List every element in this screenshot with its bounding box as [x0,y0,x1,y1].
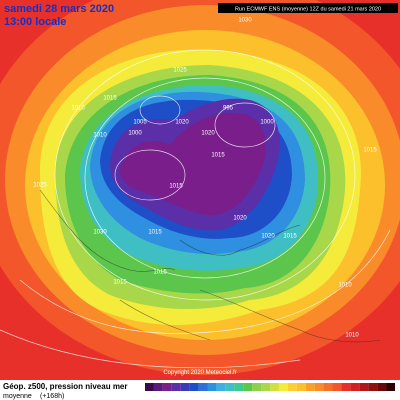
isobar-label: 1005 [133,120,147,126]
geopotential-field [0,0,400,380]
isobar-label: 1025 [173,68,187,74]
isobar-label: 1010 [93,133,107,139]
isobar-label: 1015 [211,153,225,159]
footer-title: Géop. z500, pression niveau mer [3,382,128,391]
scale-swatch [359,383,369,391]
scale-swatch [296,383,306,391]
scale-swatch [216,383,226,391]
isobar-label: 1030 [238,18,252,24]
scale-swatch [350,383,360,391]
scale-swatch [171,383,181,391]
isobar-label: 1020 [261,234,275,240]
forecast-time: 13:00 locale [4,16,66,28]
forecast-date: samedi 28 mars 2020 [4,3,114,15]
isobars [0,49,391,369]
scale-swatch [278,383,288,391]
footer-lead: (+168h) [40,393,64,400]
scale-swatch [207,383,217,391]
copyright: Copyright 2020 Meteociel.fr [163,370,236,376]
scale-swatch [377,383,387,391]
scale-swatch [243,383,253,391]
scale-swatch [234,383,244,391]
scale-swatch [153,383,163,391]
scale-swatch [180,383,190,391]
scale-swatch [162,383,172,391]
isobar-label: 995 [223,106,234,112]
run-info: Run ECMWF ENS (moyenne) 12Z du samedi 21… [235,6,381,12]
isobar-label: 1015 [363,148,377,154]
scale-swatch [323,383,333,391]
isobar-label: 1010 [338,283,352,289]
isobar-label: 1015 [148,230,162,236]
footer-subtitle: moyenne [3,393,32,400]
isobar-label: 1010 [345,333,359,339]
scale-swatch [261,383,270,391]
color-scale [145,383,395,391]
isobar-label: 1020 [175,120,189,126]
scale-swatch [270,383,279,391]
isobar-label: 1030 [93,230,107,236]
scale-swatch [145,383,154,391]
isobar-label: 1015 [169,184,183,190]
coastlines [39,189,381,343]
isobar-label: 1010 [71,106,85,112]
isobar-label: 1015 [283,234,297,240]
isobar-label: 1015 [103,96,117,102]
scale-swatch [189,383,199,391]
scale-swatch [305,383,315,391]
scale-swatch [225,383,235,391]
scale-swatch [341,383,351,391]
scale-swatch [386,383,395,391]
scale-swatch [198,383,208,391]
scale-swatch [332,383,342,391]
run-box [218,3,398,13]
isobar-label: 1015 [113,280,127,286]
isobar-label: 1015 [153,270,167,276]
isobar-label: 1020 [233,216,247,222]
isobar-label: 1000 [260,120,274,126]
scale-swatch [252,383,262,391]
scale-swatch [368,383,378,391]
scale-swatch [287,383,297,391]
isobar-labels: 1030 1025 1015 1010 1020 1005 1000 995 1000 1015 1… [33,18,377,339]
scale-swatch [314,383,324,391]
isobar-label: 1020 [201,131,215,137]
isobar-label: 1000 [128,131,142,137]
isobar-label: 1025 [33,183,47,189]
